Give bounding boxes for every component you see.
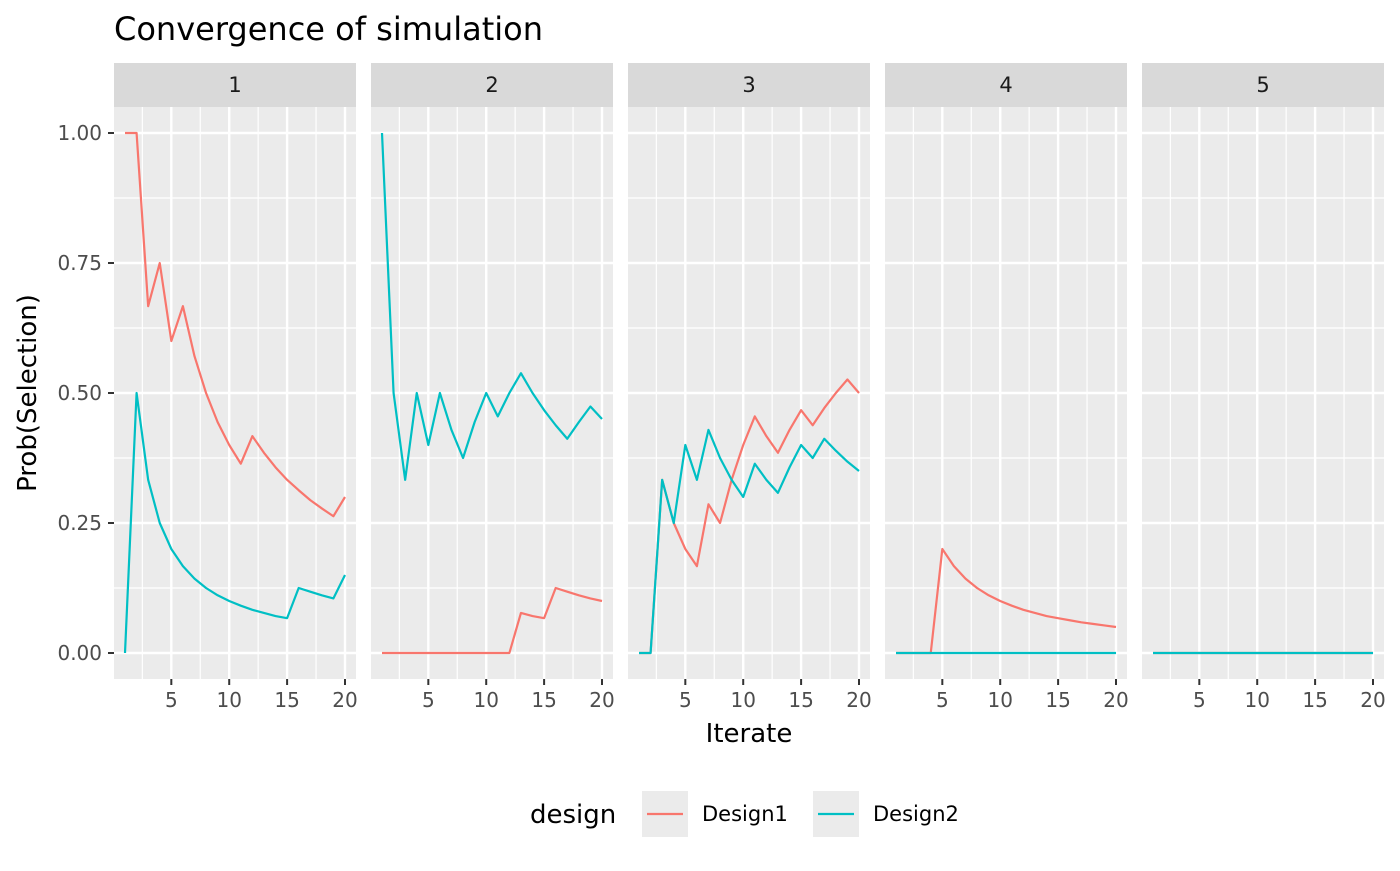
x-tick-label: 5: [422, 688, 435, 712]
x-tick-label: 20: [1360, 688, 1385, 712]
x-tick-label: 20: [1103, 688, 1128, 712]
x-tick-label: 10: [1244, 688, 1269, 712]
legend-title: design: [530, 800, 616, 830]
series-line-design2: [380, 132, 603, 481]
x-tick-label: 20: [332, 688, 357, 712]
facet-panel-1: 15 10 15 20: [114, 63, 358, 712]
series-line-design1: [382, 586, 603, 655]
x-tick-label: 5: [936, 688, 949, 712]
chart-title: Convergence of simulation: [114, 10, 543, 48]
x-tick-label: 15: [788, 688, 813, 712]
y-tick-label: 0.00: [57, 641, 102, 665]
y-tick-label: 0.25: [57, 511, 102, 535]
facet-panel-5: 5 5 10 15 20: [1142, 63, 1386, 712]
legend-items: Design1 Design2: [642, 791, 959, 837]
facet-strip-label: 3: [742, 73, 755, 97]
series-line-design2: [639, 428, 860, 655]
facet-strip: [371, 63, 613, 107]
x-tick-label: 15: [531, 688, 556, 712]
x-tick-label: 10: [216, 688, 241, 712]
y-axis-title: Prob(Selection): [13, 294, 43, 492]
legend: design Design1 Design2: [530, 791, 959, 837]
x-tick-label: 5: [1193, 688, 1206, 712]
x-tick-label: 10: [987, 688, 1012, 712]
x-tick-label: 10: [730, 688, 755, 712]
facet-strip-label: 5: [1256, 73, 1269, 97]
x-tick-label: 20: [846, 688, 871, 712]
x-tick-label: 5: [679, 688, 692, 712]
series-line-design1: [896, 547, 1117, 655]
x-tick-label: 15: [1045, 688, 1070, 712]
x-tick-label: 15: [1302, 688, 1327, 712]
facet-panel-2: 2 5 10 15 20: [371, 63, 615, 712]
facet-strip: [885, 63, 1127, 107]
legend-label-design1: Design1: [702, 802, 788, 826]
facet-strip-label: 1: [228, 73, 241, 97]
facet-strip-label: 2: [485, 73, 498, 97]
facet-strip: [114, 63, 356, 107]
facet-panel-3: 3 5 10 15 20: [628, 63, 872, 712]
series-line-design1: [125, 131, 346, 518]
x-tick-label: 20: [589, 688, 614, 712]
legend-label-design2: Design2: [873, 802, 959, 826]
series-line-design1: [639, 378, 860, 655]
y-tick-label: 1.00: [57, 121, 102, 145]
x-tick-label: 5: [165, 688, 178, 712]
x-axis-title: Iterate: [706, 719, 793, 749]
facet-strip-label: 4: [999, 73, 1012, 97]
y-axis: 0.00 0.25 0.50 0.75 1.00: [57, 121, 114, 665]
y-tick-label: 0.50: [57, 381, 102, 405]
facet-strip: [1142, 63, 1384, 107]
x-tick-label: 10: [473, 688, 498, 712]
facet-panel-4: 4 5 10 15 20: [885, 63, 1129, 712]
y-tick-label: 0.75: [57, 251, 102, 275]
x-tick-label: 15: [274, 688, 299, 712]
series-line-design2: [123, 391, 346, 654]
facet-strip: [628, 63, 870, 107]
